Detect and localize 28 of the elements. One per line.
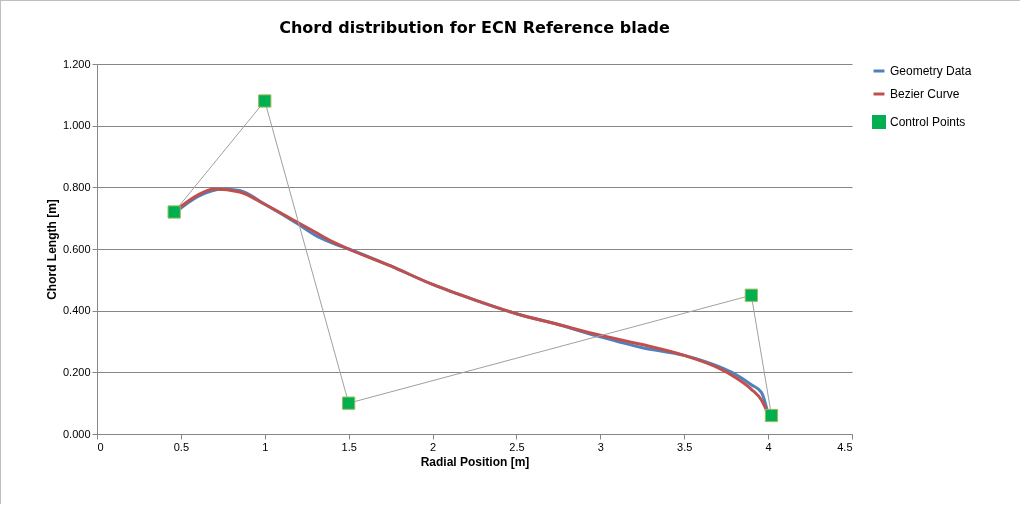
x-tick-label: 3.5	[677, 440, 693, 453]
x-tick-label: 1	[262, 440, 269, 453]
x-tick-label: 1.5	[341, 440, 357, 453]
point	[764, 408, 779, 423]
y-tick-label: 0.600	[62, 242, 91, 255]
point	[167, 205, 181, 219]
x-tick-label: 0.5	[173, 440, 190, 453]
point	[342, 396, 356, 410]
x-axis-title: Radial Position [m]	[420, 454, 530, 469]
x-tick-label: 0	[97, 440, 104, 453]
y-tick-label: 0.400	[62, 304, 91, 317]
y-tick-label: 0.000	[62, 427, 91, 440]
point	[744, 288, 758, 302]
x-tick-label: 3	[597, 440, 604, 453]
legend-label: Geometry Data	[890, 64, 972, 78]
y-tick-label: 0.800	[62, 180, 91, 193]
y-tick-label: 0.200	[62, 365, 91, 378]
y-tick-label: 1.200	[62, 57, 91, 70]
legend-label: Control Points	[890, 115, 966, 129]
x-tick-label: 4	[765, 440, 772, 453]
x-tick-label: 4.5	[837, 440, 853, 453]
y-axis-title: Chord Length [m]	[44, 199, 59, 300]
y-tick-label: 1.000	[62, 119, 91, 132]
chart-title: Chord distribution for ECN Reference blade	[279, 18, 670, 37]
point	[258, 94, 272, 108]
x-tick-label: 2	[429, 440, 437, 453]
legend-label: Bezier Curve	[890, 87, 960, 101]
x-tick-label: 2.5	[509, 440, 525, 453]
